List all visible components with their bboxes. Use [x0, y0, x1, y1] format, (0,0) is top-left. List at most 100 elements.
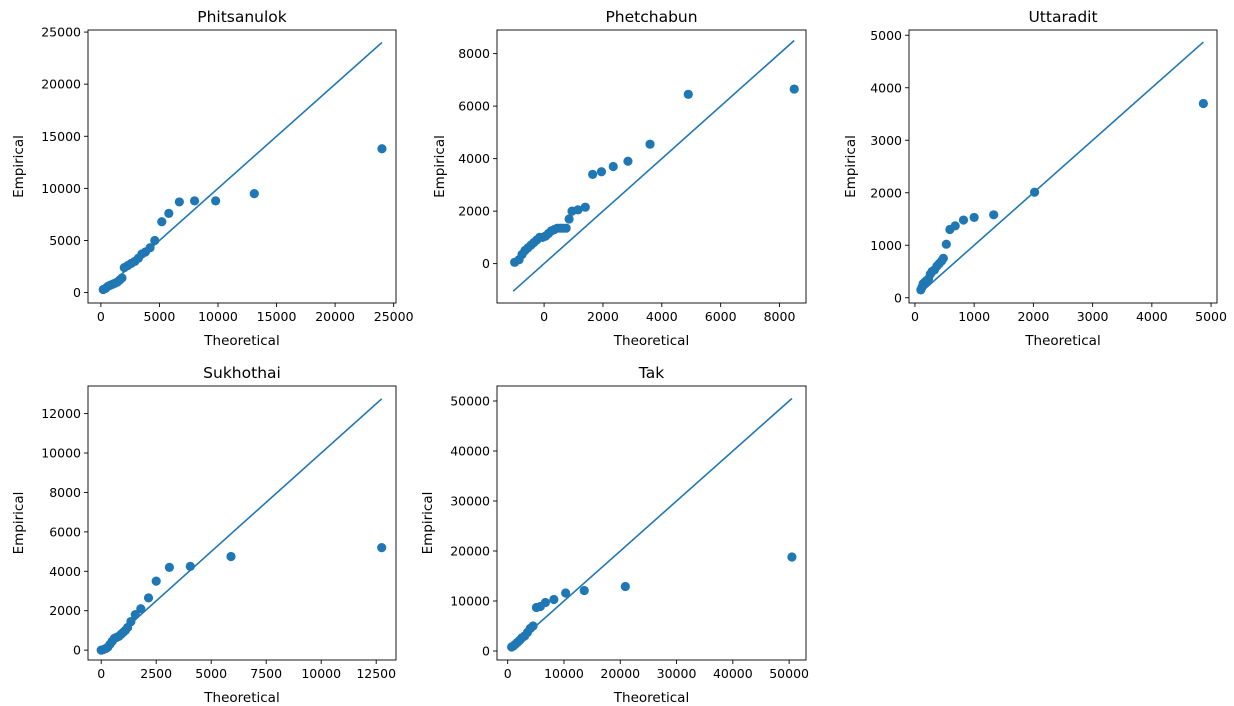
y-tick-label: 20000: [450, 544, 490, 559]
data-point: [126, 616, 136, 627]
x-tick-label: 3000: [1077, 309, 1109, 324]
x-tick-label: 12500: [356, 666, 396, 681]
data-point: [174, 197, 184, 207]
y-tick-label: 30000: [450, 494, 490, 509]
data-point: [683, 89, 693, 99]
subplot-sukhothai: 0 2500 5000 7500 10000 12500 0 2000 4000 6000 8000…: [11, 364, 397, 706]
data-point: [117, 273, 127, 283]
data-point: [528, 621, 538, 631]
y-tick-label: 25000: [41, 25, 81, 40]
x-tick-label: 0: [504, 666, 512, 681]
reference-line: [920, 41, 1204, 294]
x-tick-label: 2000: [1017, 309, 1049, 324]
x-tick-label: 50000: [769, 666, 809, 681]
x-tick-label: 7500: [250, 666, 282, 681]
axes-frame: [87, 385, 397, 661]
y-tick-label: 5000: [870, 28, 902, 43]
x-tick-label: 25000: [374, 309, 414, 324]
axes-frame: [87, 29, 397, 304]
data-point: [189, 196, 200, 206]
subplot-title: Uttaradit: [1028, 8, 1097, 26]
data-point: [211, 196, 221, 206]
data-point: [185, 561, 195, 571]
y-tick-label: 0: [482, 256, 490, 271]
x-tick-label: 2500: [140, 666, 172, 681]
data-point: [164, 208, 174, 218]
y-tick-label: 6000: [49, 524, 81, 539]
y-tick-label: 8000: [458, 46, 490, 61]
y-axis-label: Empirical: [11, 492, 27, 555]
data-point: [623, 156, 633, 166]
y-tick-label: 20000: [41, 77, 81, 92]
y-tick-label: 12000: [41, 406, 81, 421]
x-tick-label: 40000: [713, 666, 753, 681]
x-tick-label: 0: [540, 309, 548, 324]
data-point: [130, 610, 140, 620]
subplot-tak: 0 10000 20000 30000 40000 50000 0 10000 20000 300…: [420, 364, 809, 706]
y-tick-label: 2000: [870, 185, 902, 200]
data-point: [588, 169, 598, 179]
y-tick-label: 50000: [450, 394, 490, 409]
y-tick-label: 0: [73, 285, 81, 300]
data-point: [226, 551, 236, 562]
subplot-phetchabun: 0 2000 4000 6000 8000 0 2000 4000 6000 8000 Phetch…: [432, 8, 807, 349]
subplot-title: Phetchabun: [605, 8, 697, 26]
y-tick-label: 0: [482, 644, 490, 659]
x-tick-label: 20000: [315, 309, 355, 324]
data-point: [377, 543, 387, 553]
y-tick-label: 10000: [41, 446, 81, 461]
data-point: [540, 597, 551, 608]
data-point: [145, 243, 155, 253]
data-point: [561, 223, 571, 233]
x-tick-label: 5000: [1195, 309, 1227, 324]
subplot-title: Phitsanulok: [197, 8, 287, 26]
x-tick-label: 4000: [646, 309, 678, 324]
x-tick-label: 0: [97, 309, 105, 324]
y-tick-label: 40000: [450, 444, 490, 459]
y-axis-label: Empirical: [420, 492, 436, 555]
data-point: [1029, 187, 1040, 197]
data-point: [164, 562, 174, 572]
x-axis-label: Theoretical: [1024, 333, 1100, 349]
y-axis-label: Empirical: [843, 135, 859, 198]
data-point: [950, 221, 960, 231]
subplot-title: Sukhothai: [203, 364, 281, 382]
axes-frame: [496, 385, 807, 661]
x-tick-label: 0: [97, 666, 105, 681]
data-point: [969, 212, 979, 223]
subplot-phitsanulok: 0 5000 10000 15000 20000 25000 0 5000 10000 15000…: [11, 8, 414, 349]
x-tick-label: 8000: [764, 309, 796, 324]
subplot-uttaradit: 0 1000 2000 3000 4000 5000 0 1000 2000 3000 4000 50…: [843, 8, 1227, 349]
x-tick-label: 6000: [705, 309, 737, 324]
data-point: [958, 215, 969, 225]
data-point: [1198, 98, 1208, 109]
data-point: [564, 214, 574, 224]
y-tick-label: 1000: [870, 238, 902, 253]
data-point: [579, 585, 589, 596]
data-point: [151, 576, 161, 586]
data-point: [938, 253, 948, 263]
x-tick-label: 5000: [195, 666, 227, 681]
data-point: [580, 202, 590, 212]
data-point: [620, 581, 630, 592]
x-tick-label: 10000: [544, 666, 584, 681]
data-point: [143, 593, 154, 603]
y-tick-label: 5000: [49, 233, 81, 248]
y-tick-label: 0: [894, 290, 902, 305]
y-tick-label: 4000: [49, 564, 81, 579]
data-point: [608, 161, 618, 172]
y-tick-label: 0: [73, 643, 81, 658]
y-tick-label: 8000: [49, 485, 81, 500]
data-point: [789, 84, 799, 94]
x-tick-label: 30000: [657, 666, 697, 681]
x-tick-label: 2000: [587, 309, 619, 324]
axes-frame: [496, 29, 807, 304]
y-axis-label: Empirical: [432, 135, 448, 198]
y-tick-label: 10000: [41, 181, 81, 196]
y-axis-label: Empirical: [11, 135, 27, 198]
x-tick-label: 10000: [198, 309, 238, 324]
x-axis-label: Theoretical: [203, 690, 279, 706]
y-tick-label: 10000: [450, 594, 490, 609]
x-tick-label: 1000: [958, 309, 990, 324]
